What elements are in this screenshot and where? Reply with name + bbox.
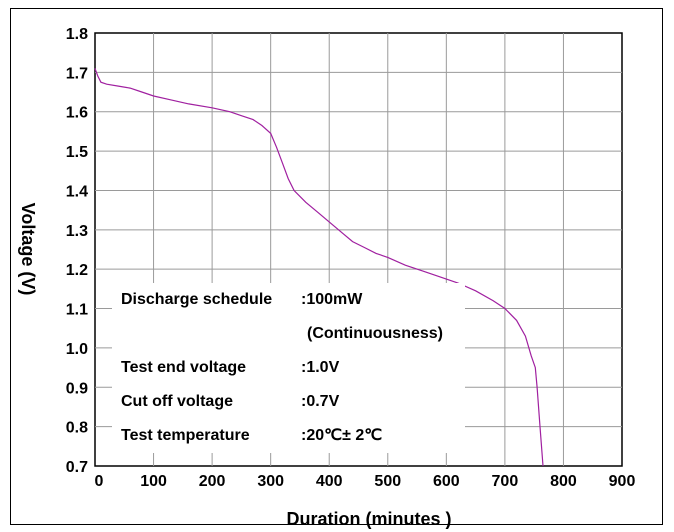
x-tick-label: 300 [257,473,284,490]
chart-frame [10,8,663,525]
x-tick-label: 0 [95,473,104,490]
x-tick-labels: 0 100 200 300 400 500 600 700 800 900 [95,473,636,490]
y-tick-label: 1.2 [66,262,88,279]
y-tick-label: 1.5 [66,144,88,161]
annotation-box [112,283,465,453]
x-tick-label: 400 [316,473,343,490]
y-tick-label: 0.9 [66,380,88,397]
x-tick-label: 600 [433,473,460,490]
schedule-note: (Continuousness) [307,325,443,342]
temp-label: Test temperature [121,427,250,444]
y-tick-label: 1.6 [66,105,88,122]
y-tick-label: 1.8 [66,26,88,43]
end-voltage-label: Test end voltage [121,359,246,376]
y-axis-label: Voltage (V) [18,203,38,296]
x-tick-label: 200 [199,473,226,490]
x-tick-label: 100 [140,473,167,490]
y-tick-label: 1.4 [66,183,88,200]
end-voltage-value: :1.0V [301,359,340,376]
cutoff-value: :0.7V [301,393,340,410]
x-tick-label: 700 [492,473,519,490]
y-tick-label: 1.0 [66,341,88,358]
y-tick-label: 1.3 [66,223,88,240]
y-tick-label: 0.7 [66,459,88,476]
temp-value: :20℃± 2℃ [301,427,382,444]
x-tick-label: 800 [550,473,577,490]
x-tick-label: 900 [609,473,636,490]
y-tick-labels: 0.7 0.8 0.9 1.0 1.1 1.2 1.3 1.4 1.5 1.6 1.7 1.8 [66,26,88,476]
y-tick-label: 0.8 [66,420,88,437]
schedule-label: Discharge schedule [121,291,272,308]
y-tick-label: 1.7 [66,65,88,82]
discharge-curve [94,68,544,467]
cutoff-label: Cut off voltage [121,393,233,410]
x-axis-label: Duration (minutes ) [287,509,452,529]
y-tick-label: 1.1 [66,302,88,319]
schedule-value: :100mW [301,291,363,308]
x-tick-label: 500 [374,473,401,490]
